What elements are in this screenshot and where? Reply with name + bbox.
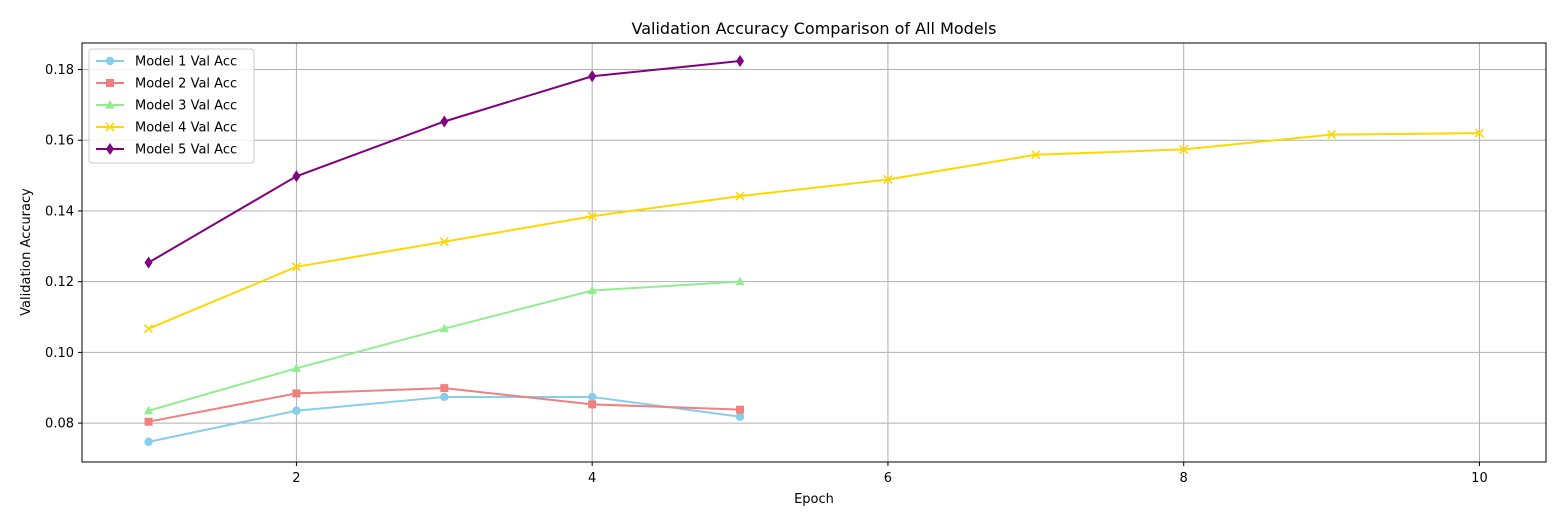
chart-title: Validation Accuracy Comparison of All Mo… xyxy=(632,19,997,38)
legend-marker xyxy=(105,122,115,132)
data-point xyxy=(143,324,154,334)
data-point xyxy=(440,392,449,402)
data-point xyxy=(735,412,745,421)
legend-label: Model 1 Val Acc xyxy=(135,55,237,70)
data-point xyxy=(1474,128,1485,138)
data-point xyxy=(439,237,449,247)
data-point xyxy=(1327,130,1337,140)
series-model-1 xyxy=(144,392,745,447)
y-tick-label: 0.14 xyxy=(45,204,74,219)
legend-label: Model 4 Val Acc xyxy=(135,121,237,136)
legend-item: Model 4 Val Acc xyxy=(96,121,237,136)
data-point xyxy=(440,115,449,128)
legend-marker xyxy=(106,79,114,87)
data-point xyxy=(736,55,745,68)
legend-label: Model 5 Val Acc xyxy=(135,143,237,158)
y-tick-label: 0.18 xyxy=(45,63,74,78)
data-point xyxy=(735,276,745,286)
data-point xyxy=(440,384,449,393)
plot-frame xyxy=(81,42,1547,463)
legend-label: Model 2 Val Acc xyxy=(135,77,237,92)
x-tick-label: 4 xyxy=(588,471,596,486)
x-tick-label: 2 xyxy=(292,471,300,486)
ticks: 2 4 6 8 10 0.08 0.10 0.12 0.14 0.16 0.18 xyxy=(45,63,1488,486)
data-point xyxy=(291,363,302,372)
data-point xyxy=(735,191,745,201)
data-point xyxy=(587,392,597,402)
legend-item: Model 2 Val Acc xyxy=(96,77,237,92)
data-point xyxy=(144,437,153,447)
data-point xyxy=(292,406,301,415)
series-model-4 xyxy=(143,128,1485,334)
data-point xyxy=(144,417,153,426)
legend-marker xyxy=(106,143,114,155)
series-model-2 xyxy=(144,384,745,426)
y-tick-label: 0.10 xyxy=(45,346,74,361)
x-axis-label: Epoch xyxy=(794,492,834,507)
data-point xyxy=(736,405,745,414)
data-point xyxy=(587,211,597,221)
grid xyxy=(82,43,1546,462)
legend-item: Model 3 Val Acc xyxy=(96,99,237,114)
series-model-5 xyxy=(144,55,745,269)
x-tick-label: 8 xyxy=(1180,471,1188,486)
legend-marker xyxy=(105,100,115,109)
data-point xyxy=(143,405,154,415)
data-point xyxy=(883,174,893,185)
data-point xyxy=(588,70,597,83)
x-tick-label: 10 xyxy=(1471,471,1488,486)
data-point xyxy=(1031,150,1041,160)
x-tick-label: 6 xyxy=(884,471,892,486)
series-layer xyxy=(143,55,1485,447)
legend-item: Model 5 Val Acc xyxy=(96,143,237,158)
data-point xyxy=(292,389,301,398)
data-point xyxy=(1179,144,1189,154)
legend-label: Model 3 Val Acc xyxy=(135,99,237,114)
legend-item: Model 1 Val Acc xyxy=(96,55,237,70)
legend-box xyxy=(88,48,255,164)
data-point xyxy=(439,323,449,333)
data-point xyxy=(587,285,597,295)
data-point xyxy=(291,262,301,272)
series-line xyxy=(148,132,1480,330)
legend: Model 1 Val Acc Model 2 Val Acc Model 3 Va… xyxy=(88,48,255,164)
data-point xyxy=(292,170,301,183)
y-axis-label: Validation Accuracy xyxy=(19,188,34,316)
data-point xyxy=(588,400,597,409)
y-tick-label: 0.12 xyxy=(45,275,74,290)
series-model-3 xyxy=(143,276,745,415)
y-tick-label: 0.08 xyxy=(45,417,74,432)
y-tick-label: 0.16 xyxy=(45,134,74,149)
legend-marker xyxy=(105,56,115,66)
data-point xyxy=(144,256,153,269)
